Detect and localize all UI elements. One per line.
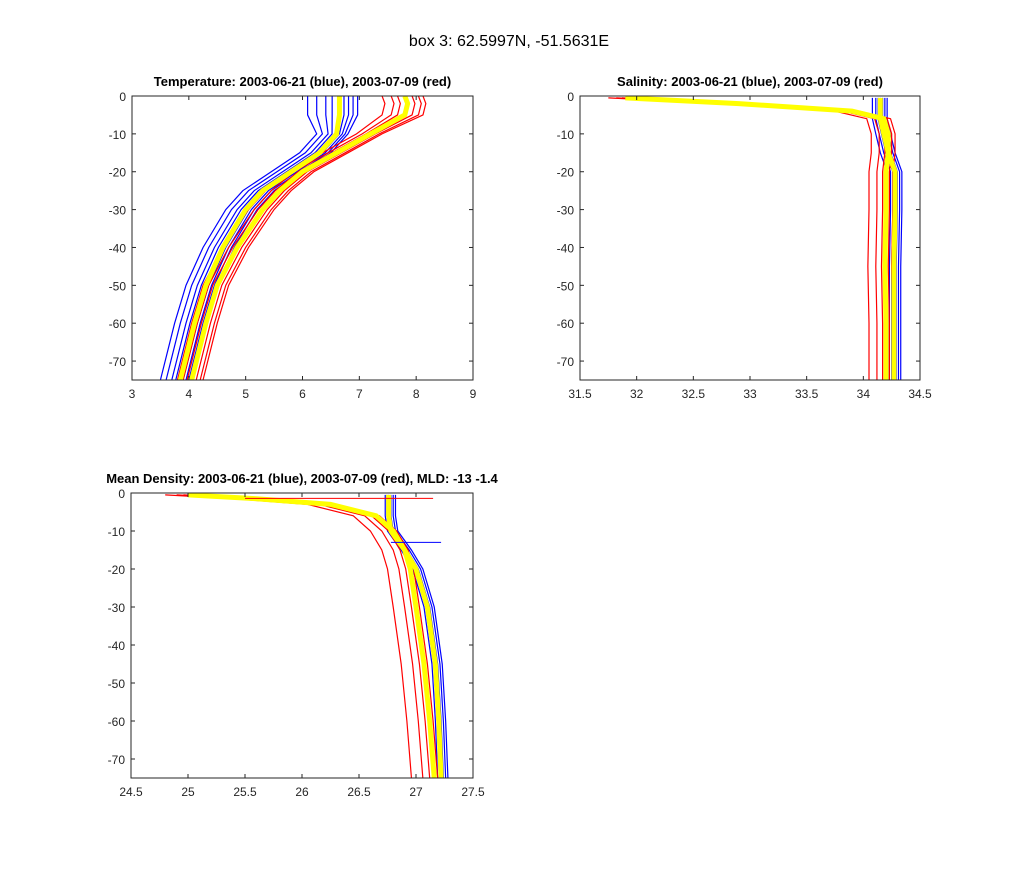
x-tick-label: 26.5: [347, 785, 371, 799]
y-tick-label: -70: [108, 753, 126, 767]
mean-profile-red: [625, 96, 891, 380]
x-tick-label: 32: [630, 387, 644, 401]
x-tick-label: 25.5: [233, 785, 257, 799]
mean-profile-red: [187, 493, 437, 778]
blue-profile-line: [392, 494, 447, 778]
y-tick-label: -10: [108, 525, 126, 539]
y-tick-label: -10: [109, 128, 127, 142]
red-profile-line: [182, 96, 395, 380]
y-tick-label: 0: [118, 487, 125, 501]
mean-profile-blue: [177, 96, 342, 380]
x-tick-label: 4: [185, 387, 192, 401]
y-tick-label: -40: [108, 639, 126, 653]
red-profile-line: [199, 96, 422, 380]
red-profile-line: [202, 96, 427, 380]
subplot-title: Temperature: 2003-06-21 (blue), 2003-07-…: [154, 74, 451, 89]
plot-area: [159, 96, 427, 380]
axes-box: [131, 95, 474, 381]
subplot-2: 31.5 32 32.5 33 33.5 34 34.5 0 -10 -20 -30 -40 -50 -6…: [557, 74, 932, 401]
y-tick-label: -70: [557, 355, 575, 369]
x-tick-label: 27: [409, 785, 423, 799]
y-tick-label: -50: [557, 279, 575, 293]
y-tick-label: -20: [557, 166, 575, 180]
x-tick-label: 9: [470, 387, 477, 401]
red-profile-line: [628, 97, 893, 380]
red-profile-line: [632, 97, 896, 380]
x-tick-label: 26: [295, 785, 309, 799]
blue-profile-line: [875, 97, 892, 380]
red-profile-line: [616, 97, 880, 380]
x-tick-label: 31.5: [568, 387, 592, 401]
x-tick-label: 6: [299, 387, 306, 401]
y-tick-label: -70: [109, 355, 127, 369]
blue-profile-line: [175, 96, 333, 380]
y-tick-label: -30: [557, 204, 575, 218]
y-tick-label: -40: [557, 241, 575, 255]
red-profile-line: [621, 97, 886, 380]
y-tick-label: -30: [108, 601, 126, 615]
blue-profile-line: [384, 494, 439, 778]
blue-profile-line: [394, 494, 449, 778]
x-tick-label: 32.5: [682, 387, 706, 401]
y-tick-label: 0: [567, 90, 574, 104]
mean-profile-red: [189, 96, 411, 380]
red-profile-line: [191, 494, 439, 778]
subplot-1: 3 4 5 6 7 8 9 0 -10 -20 -30 -40 -50 -60 -70 Temperature…: [109, 74, 477, 401]
red-profile-line: [195, 96, 416, 380]
y-tick-label: -60: [557, 317, 575, 331]
y-tick-label: 0: [119, 90, 126, 104]
x-tick-label: 33: [743, 387, 757, 401]
red-profile-line: [625, 97, 889, 380]
x-tick-label: 25: [181, 785, 195, 799]
y-tick-label: -60: [108, 715, 126, 729]
x-tick-label: 8: [413, 387, 420, 401]
y-tick-label: -40: [109, 241, 127, 255]
red-profile-line: [186, 96, 401, 380]
y-tick-label: -50: [108, 677, 126, 691]
blue-profile-line: [165, 96, 324, 380]
x-tick-label: 3: [129, 387, 136, 401]
y-tick-label: -30: [109, 204, 127, 218]
y-tick-label: -10: [557, 128, 575, 142]
y-tick-label: -20: [108, 563, 126, 577]
subplot-3: 24.5 25 25.5 26 26.5 27 27.5 0 -10 -20 -30 -40 -50 -6…: [106, 471, 498, 799]
x-tick-label: 34: [857, 387, 871, 401]
blue-profile-line: [188, 96, 354, 380]
figure-title: box 3: 62.5997N, -51.5631E: [408, 33, 610, 50]
x-tick-label: 34.5: [908, 387, 932, 401]
x-tick-label: 24.5: [119, 785, 143, 799]
red-profile-line: [608, 97, 872, 380]
x-tick-label: 33.5: [795, 387, 819, 401]
x-tick-label: 7: [356, 387, 363, 401]
red-profile-line: [176, 494, 424, 778]
red-profile-line: [165, 494, 413, 778]
y-tick-label: -50: [109, 279, 127, 293]
x-tick-label: 27.5: [461, 785, 485, 799]
subplot-title: Salinity: 2003-06-21 (blue), 2003-07-09 …: [617, 74, 883, 89]
x-tick-label: 5: [242, 387, 249, 401]
y-tick-label: -20: [109, 166, 127, 180]
plot-area: [608, 96, 903, 380]
blue-profile-line: [884, 97, 901, 380]
blue-profile-line: [159, 96, 318, 380]
blue-profile-line: [171, 96, 329, 380]
y-tick-label: -60: [109, 317, 127, 331]
subplot-title: Mean Density: 2003-06-21 (blue), 2003-07…: [106, 471, 498, 486]
plot-area: [165, 493, 449, 778]
